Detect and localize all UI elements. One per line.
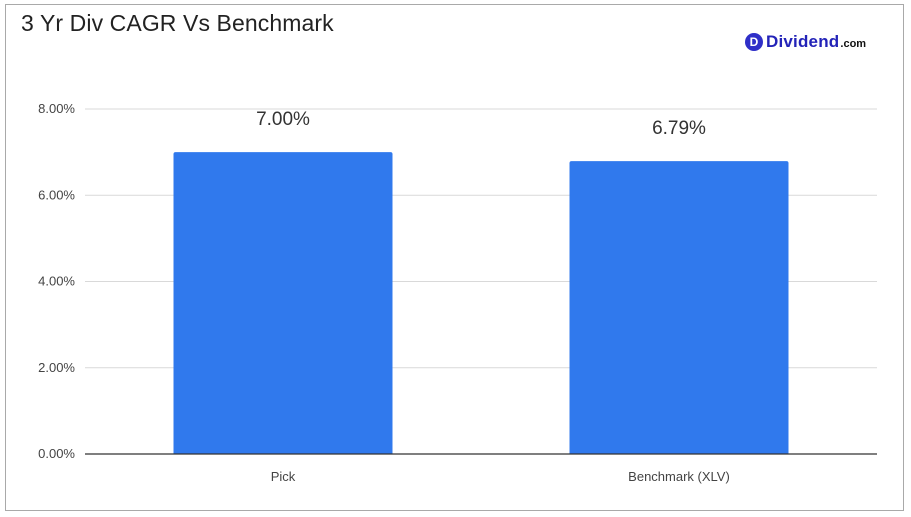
data-label: 7.00% xyxy=(256,109,310,130)
y-tick-label: 4.00% xyxy=(38,274,75,289)
bar xyxy=(173,152,393,454)
y-tick-label: 2.00% xyxy=(38,360,75,375)
bar xyxy=(569,161,789,454)
y-tick-label: 8.00% xyxy=(38,101,75,116)
x-tick-label: Pick xyxy=(271,469,296,484)
y-tick-label: 6.00% xyxy=(38,187,75,202)
brand-name: Dividend xyxy=(766,32,840,51)
brand-suffix: .com xyxy=(840,38,867,50)
data-label: 6.79% xyxy=(652,118,706,139)
chart-title: 3 Yr Div CAGR Vs Benchmark xyxy=(21,10,334,36)
y-tick-label: 0.00% xyxy=(38,446,75,461)
x-tick-label: Benchmark (XLV) xyxy=(628,469,730,484)
brand-badge-icon: D xyxy=(745,33,763,51)
brand-logo: D Dividend .com xyxy=(745,31,866,53)
